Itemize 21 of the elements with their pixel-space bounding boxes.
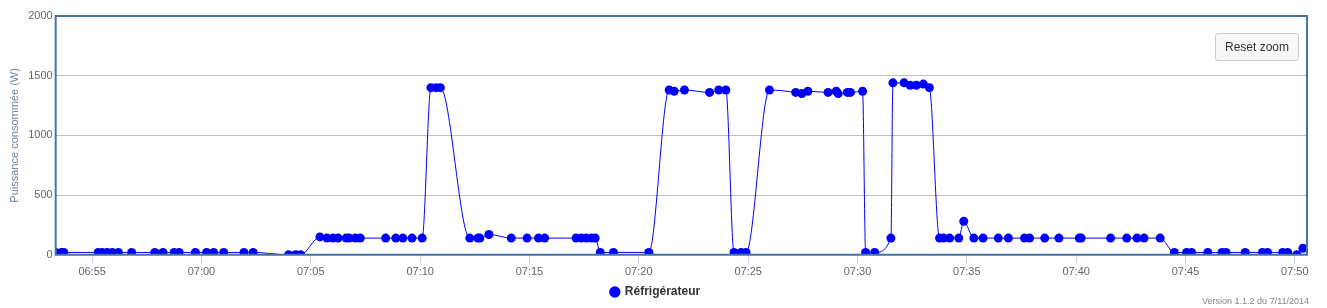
y-axis-title: Puissance consommée (W) — [7, 68, 20, 203]
x-tick-label: 07:00 — [187, 265, 216, 278]
y-tick-label: 1500 — [28, 68, 53, 81]
x-tick-label: 07:20 — [624, 265, 653, 278]
legend-label: Réfrigérateur — [624, 284, 701, 299]
x-tick-label: 07:45 — [1171, 265, 1200, 278]
x-tick-label: 07:50 — [1281, 265, 1309, 278]
y-tick-label: 1000 — [28, 128, 53, 141]
x-tick-label: 07:35 — [953, 265, 981, 278]
x-tick-label: 07:25 — [734, 265, 762, 278]
y-tick-label: 500 — [34, 188, 53, 201]
x-tick-label: 07:05 — [296, 265, 325, 278]
x-tick-label: 06:55 — [78, 265, 106, 278]
x-tick-label: 07:40 — [1062, 265, 1090, 278]
text: Version 1.1.2 du 7/11/2014 — [1202, 296, 1309, 306]
reset-zoom-button: Reset zoom — [1214, 33, 1299, 61]
x-tick-label: 07:30 — [843, 265, 872, 278]
x-tick-label: 07:10 — [406, 265, 434, 278]
y-tick-label: 0 — [46, 247, 53, 260]
y-tick-label: 2000 — [28, 9, 53, 22]
x-tick-label: 07:15 — [515, 265, 544, 278]
